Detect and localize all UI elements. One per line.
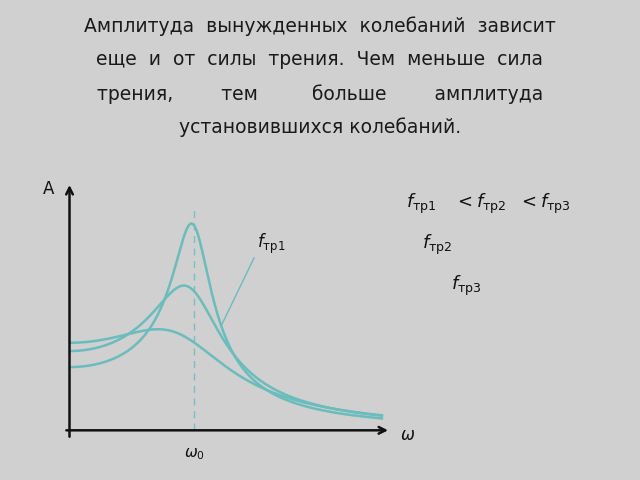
Text: $f_{\mathregular{тр3}}$: $f_{\mathregular{тр3}}$ [451, 274, 482, 298]
Text: установившихся колебаний.: установившихся колебаний. [179, 118, 461, 137]
Text: $f_{\mathregular{тр1}}$: $f_{\mathregular{тр1}}$ [257, 231, 285, 256]
Text: $ < f_{\mathregular{тр3}}$: $ < f_{\mathregular{тр3}}$ [518, 192, 571, 216]
Text: $ < f_{\mathregular{тр2}}$: $ < f_{\mathregular{тр2}}$ [454, 192, 507, 216]
Text: трения,        тем         больше        амплитуда: трения, тем больше амплитуда [97, 84, 543, 104]
Text: $f_{\mathregular{тр2}}$: $f_{\mathregular{тр2}}$ [422, 233, 453, 257]
Text: A: A [43, 180, 54, 198]
Text: $\omega_0$: $\omega_0$ [184, 446, 205, 462]
Text: $f_{\mathregular{тр1}}$: $f_{\mathregular{тр1}}$ [406, 192, 437, 216]
Text: еще  и  от  силы  трения.  Чем  меньше  сила: еще и от силы трения. Чем меньше сила [97, 50, 543, 70]
Text: Амплитуда  вынужденных  колебаний  зависит: Амплитуда вынужденных колебаний зависит [84, 17, 556, 36]
Text: $\omega$: $\omega$ [400, 426, 415, 444]
